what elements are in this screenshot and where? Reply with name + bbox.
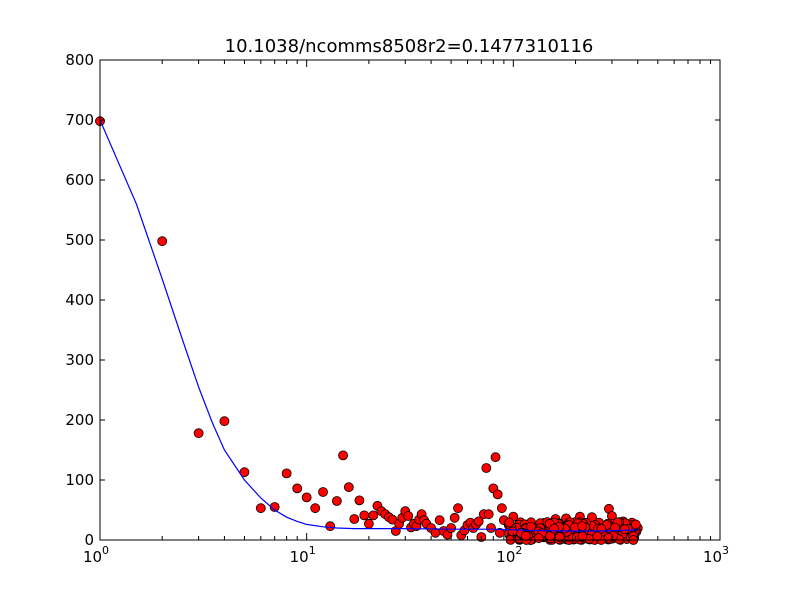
data-point xyxy=(219,416,230,427)
y-tick-label: 300 xyxy=(65,351,94,369)
data-point xyxy=(619,524,630,535)
data-point xyxy=(490,452,501,463)
data-point xyxy=(363,518,374,529)
data-point xyxy=(255,503,266,514)
data-point xyxy=(301,492,312,503)
data-point xyxy=(446,523,457,533)
y-tick-label: 400 xyxy=(65,291,94,309)
data-point xyxy=(610,522,620,533)
chart-title: 10.1038/ncomms8508r2=0.1477310116 xyxy=(225,36,594,57)
axis-ticks xyxy=(99,59,721,541)
y-tick-label: 500 xyxy=(65,231,94,249)
data-point xyxy=(338,450,348,461)
data-point xyxy=(331,496,342,506)
data-point xyxy=(403,511,414,521)
data-point xyxy=(577,521,587,532)
y-axis-tick-labels: 0 100 200 300 400 500 600 700 800 xyxy=(65,51,94,549)
data-point xyxy=(526,521,536,532)
data-point xyxy=(269,502,280,512)
plot-frame xyxy=(99,59,721,541)
data-point xyxy=(549,523,559,534)
plot-area xyxy=(95,116,643,545)
data-point xyxy=(492,489,503,500)
data-point xyxy=(343,482,354,493)
y-tick-label: 800 xyxy=(65,51,94,69)
data-point xyxy=(430,527,441,538)
data-point xyxy=(157,236,168,247)
data-point xyxy=(318,487,328,497)
y-tick-label: 600 xyxy=(65,171,94,189)
data-point xyxy=(577,531,588,542)
data-point xyxy=(310,503,321,514)
data-point xyxy=(592,531,603,542)
data-point xyxy=(481,463,492,473)
y-tick-label: 700 xyxy=(65,111,94,129)
data-point xyxy=(368,510,379,521)
data-point xyxy=(520,530,531,541)
x-tick-label: 103 xyxy=(703,544,729,566)
data-point xyxy=(496,503,507,514)
data-point xyxy=(292,483,303,494)
data-point xyxy=(473,516,484,527)
data-point xyxy=(354,495,365,506)
x-tick-label: 101 xyxy=(290,544,316,566)
data-point xyxy=(359,510,370,521)
data-point xyxy=(486,523,496,533)
data-point xyxy=(630,519,641,530)
data-point xyxy=(507,526,518,537)
data-point xyxy=(453,503,463,514)
data-point xyxy=(434,515,445,526)
fit-line xyxy=(99,119,638,532)
y-tick-label: 100 xyxy=(65,471,94,489)
y-tick-label: 200 xyxy=(65,411,94,429)
data-point xyxy=(449,512,460,523)
data-point xyxy=(483,509,494,520)
x-tick-label: 102 xyxy=(496,544,522,566)
data-point xyxy=(325,521,336,532)
data-point xyxy=(193,428,204,439)
data-point xyxy=(349,514,360,524)
data-point xyxy=(281,468,292,479)
data-point xyxy=(533,533,544,544)
y-tick-label: 0 xyxy=(84,531,94,549)
data-point xyxy=(504,517,515,528)
x-tick-label: 100 xyxy=(83,544,109,566)
data-point xyxy=(554,532,565,542)
x-axis-tick-labels: 100 101 102 103 xyxy=(83,544,729,566)
